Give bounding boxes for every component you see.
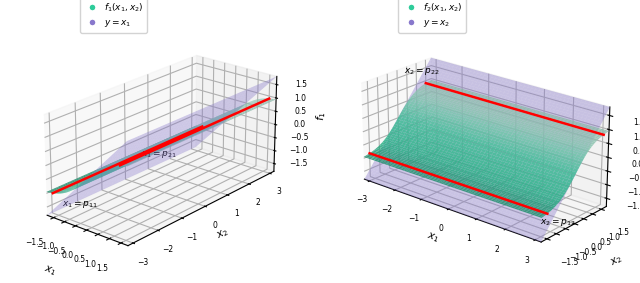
X-axis label: $x_1$: $x_1$: [426, 230, 441, 246]
X-axis label: $x_1$: $x_1$: [42, 263, 58, 278]
Y-axis label: $x_2$: $x_2$: [609, 252, 625, 269]
Legend: $f_1(x_1, x_2)$, $y = x_1$: $f_1(x_1, x_2)$, $y = x_1$: [80, 0, 147, 33]
Y-axis label: $x_2$: $x_2$: [215, 226, 231, 242]
Legend: $f_2(x_1, x_2)$, $y = x_2$: $f_2(x_1, x_2)$, $y = x_2$: [398, 0, 465, 33]
